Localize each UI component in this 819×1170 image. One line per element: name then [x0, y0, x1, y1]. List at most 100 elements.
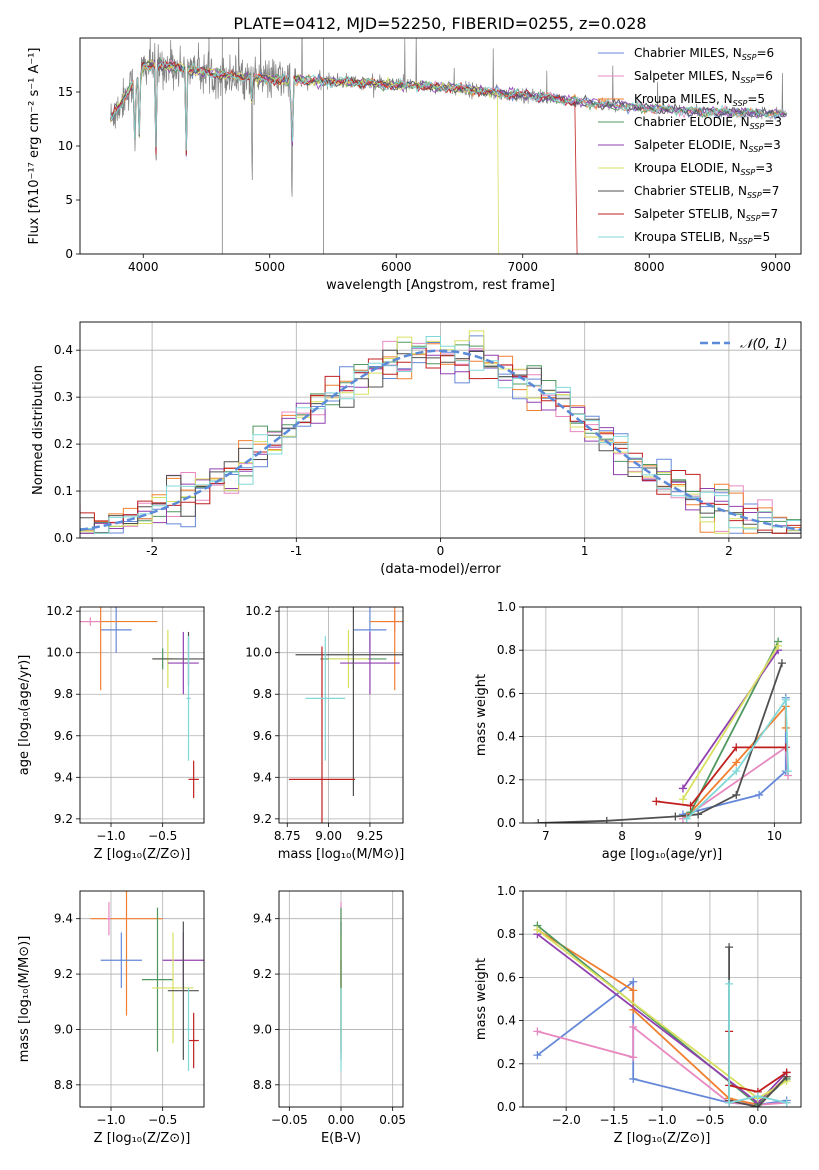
error-bar-point: [186, 636, 191, 761]
y-axis-label: Flux [fλ10⁻¹⁷ erg cm⁻² s⁻¹ A⁻¹]: [27, 48, 42, 245]
legend-entry: Kroupa STELIB, NSSP=5: [634, 230, 770, 246]
residual-legend: 𝒩(0, 1): [700, 337, 787, 352]
axes-frame: [522, 606, 802, 824]
y-tick-label: 10.0: [46, 646, 73, 660]
y-tick-label: 9.2: [54, 967, 73, 981]
x-tick-label: 0.00: [328, 1113, 355, 1127]
y-tick-label: 9.4: [253, 912, 272, 926]
error-bar-point: [80, 607, 158, 691]
legend-entry: Kroupa ELODIE, NSSP=3: [634, 161, 773, 177]
marker: [732, 758, 741, 767]
x-tick-label: −0.05: [271, 1113, 308, 1127]
error-bar-point: [106, 902, 111, 936]
error-bar-point: [90, 891, 163, 1016]
marker: [781, 695, 790, 704]
error-bar-point: [152, 932, 194, 1044]
marker: [781, 743, 790, 752]
age-vs-mass-axes: 8.75 9.00 9.25 9.2 9.4 9.6 9.8 10.0 10.2 mass [lo…: [245, 604, 404, 862]
marker: [774, 641, 783, 650]
marker: [782, 1068, 791, 1077]
y-tick-label: 10.0: [245, 646, 272, 660]
marker: [777, 659, 786, 668]
error-bar-point: [186, 987, 191, 1071]
marker: [732, 767, 741, 776]
y-tick-label: 8.8: [54, 1078, 73, 1092]
y-tick-label: 5: [65, 193, 73, 207]
histogram-kroupa-stelib: [80, 336, 801, 534]
x-tick-label: −2.0: [552, 1113, 581, 1127]
y-tick-label: 1.0: [497, 884, 516, 898]
y-tick-label: 9.6: [54, 729, 73, 743]
marker: [533, 925, 542, 934]
marker: [753, 1092, 762, 1101]
marker: [682, 814, 691, 823]
error-bar-point: [369, 607, 403, 691]
y-tick-label: 0.0: [497, 816, 516, 830]
y-tick-label: 15: [58, 85, 73, 99]
age-vs-Z-axes: −1.0 −0.5 9.2 9.4 9.6 9.8 10.0 10.2 Z [log₁₀(Z/Z…: [17, 604, 204, 862]
marker: [629, 1053, 638, 1062]
error-bar-point: [100, 607, 132, 653]
marker: [678, 795, 687, 804]
mass-weight-vs-age-series: [534, 637, 793, 823]
x-tick-label: -1: [290, 544, 302, 558]
y-tick-label: 10.2: [46, 604, 73, 618]
legend-entry: Chabrier MILES, NSSP=6: [634, 46, 774, 62]
axes-frame: [278, 606, 404, 824]
x-axis-label: Z [log₁₀(Z/Z⊙)]: [614, 1131, 711, 1146]
x-tick-label: 9.00: [315, 829, 342, 843]
spectrum-model-kroupa-stelib: [109, 61, 787, 151]
error-bar-point: [142, 907, 173, 1052]
error-bar-point: [295, 607, 403, 796]
marker: [784, 767, 793, 776]
spectrum-legend: Chabrier MILES, NSSP=6 Salpeter MILES, NS…: [598, 46, 782, 246]
y-tick-label: 0.2: [54, 437, 73, 451]
x-tick-label: 6000: [381, 260, 412, 274]
axes-frame: [79, 890, 205, 1108]
y-tick-label: 0.4: [54, 343, 73, 357]
marker: [678, 784, 687, 793]
age-vs-Z-points: [80, 607, 204, 799]
y-tick-label: 0.6: [497, 970, 516, 984]
error-bar-point: [100, 932, 142, 988]
y-tick-label: 9.4: [54, 912, 73, 926]
x-tick-label: −1.0: [647, 1113, 676, 1127]
y-tick-label: 0.4: [497, 730, 516, 744]
mass-vs-EBV-axes: −0.05 0.00 0.05 8.8 9.0 9.2 9.4 E(B-V): [253, 891, 406, 1146]
x-tick-label: 7000: [507, 260, 538, 274]
normal-curve: [80, 349, 801, 532]
y-tick-label: 0.8: [497, 643, 516, 657]
x-axis-label: Z [log₁₀(Z/Z⊙)]: [94, 1131, 191, 1146]
error-bar-point: [305, 636, 346, 761]
legend-entry: Chabrier STELIB, NSSP=7: [634, 184, 779, 200]
y-tick-label: 9.6: [253, 729, 272, 743]
error-bar-point: [80, 617, 101, 626]
error-bar-point: [328, 629, 369, 688]
marker: [602, 816, 611, 823]
series-kroupa-elodie: [678, 641, 783, 804]
y-tick-label: 9.0: [54, 1022, 73, 1036]
marker: [732, 790, 741, 799]
x-tick-label: 2: [725, 544, 733, 558]
x-tick-label: 4000: [128, 260, 159, 274]
x-tick-label: −0.5: [148, 1113, 177, 1127]
y-tick-label: 9.2: [253, 812, 272, 826]
y-tick-label: 0.3: [54, 390, 73, 404]
marker: [629, 1023, 638, 1032]
x-tick-label: -2: [146, 544, 158, 558]
series-salpeter-elodie: [678, 646, 783, 793]
y-tick-label: 1.0: [497, 600, 516, 614]
x-axis-label: E(B-V): [321, 1131, 361, 1146]
marker: [725, 979, 734, 988]
error-bar-point: [340, 631, 400, 695]
axes-frame: [79, 606, 205, 824]
x-tick-label: 8: [618, 829, 626, 843]
mass-weight-vs-Z-series: [533, 921, 791, 1107]
x-tick-label: 9000: [760, 260, 791, 274]
age-vs-mass-points: [288, 607, 403, 823]
y-axis-label: mass weight: [474, 958, 489, 1040]
x-axis-label: wavelength [Angstrom, rest frame]: [326, 278, 555, 293]
error-bar-point: [167, 631, 199, 695]
marker: [629, 1074, 638, 1083]
x-tick-label: −0.5: [695, 1113, 724, 1127]
